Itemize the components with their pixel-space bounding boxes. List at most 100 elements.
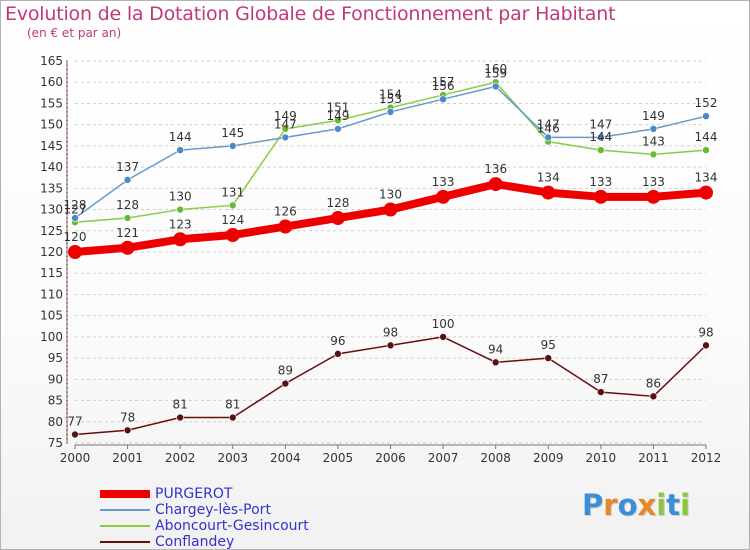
data-label-purgerot: 134 [695, 171, 718, 185]
data-label-conflandey: 98 [383, 325, 398, 339]
data-label-conflandey: 81 [173, 398, 188, 412]
data-label-aboncourt-gesincourt: 144 [695, 130, 718, 144]
data-label-aboncourt-gesincourt: 160 [484, 62, 507, 76]
data-label-aboncourt-gesincourt: 130 [169, 190, 192, 204]
logo-letter: o [617, 488, 638, 522]
data-point-conflandey [439, 333, 447, 341]
logo-letter: r [603, 488, 618, 522]
data-point-aboncourt-gesincourt [702, 146, 710, 154]
data-label-conflandey: 81 [225, 398, 240, 412]
data-label-conflandey: 77 [67, 415, 82, 429]
logo-letter: i [656, 488, 667, 522]
y-tick-label: 140 [40, 160, 63, 174]
y-tick-label: 135 [40, 181, 63, 195]
data-point-conflandey [281, 379, 290, 388]
x-tick-label: 2009 [533, 451, 564, 465]
data-point-chargey-l-s-port [334, 125, 342, 133]
logo-letter: i [680, 488, 691, 522]
data-point-chargey-l-s-port [71, 214, 79, 222]
data-label-chargey-l-s-port: 128 [64, 198, 87, 212]
y-tick-label: 130 [40, 203, 63, 217]
data-point-chargey-l-s-port [439, 95, 447, 103]
x-tick-label: 2000 [60, 451, 91, 465]
data-label-conflandey: 100 [432, 317, 455, 331]
legend-label-aboncourt: Aboncourt-Gesincourt [155, 518, 309, 534]
y-tick-label: 150 [40, 118, 63, 132]
data-point-purgerot [383, 202, 398, 217]
y-tick-label: 160 [40, 75, 63, 89]
data-label-chargey-l-s-port: 156 [432, 79, 455, 93]
data-label-aboncourt-gesincourt: 149 [274, 109, 297, 123]
x-tick-label: 2004 [270, 451, 301, 465]
data-point-chargey-l-s-port [491, 82, 500, 91]
y-tick-label: 120 [40, 245, 63, 259]
data-point-conflandey [123, 426, 132, 435]
data-label-aboncourt-gesincourt: 128 [116, 198, 139, 212]
legend-swatch-aboncourt [100, 525, 150, 527]
y-tick-label: 85 [48, 394, 63, 408]
data-point-conflandey [597, 388, 605, 396]
data-label-chargey-l-s-port: 152 [695, 96, 718, 110]
data-point-purgerot [120, 240, 135, 255]
data-point-conflandey [228, 413, 237, 422]
data-label-aboncourt-gesincourt: 154 [379, 88, 402, 102]
data-label-chargey-l-s-port: 137 [116, 160, 139, 174]
data-point-purgerot [436, 189, 451, 204]
data-point-chargey-l-s-port [281, 133, 290, 142]
y-tick-label: 95 [48, 351, 63, 365]
y-tick-label: 115 [40, 266, 63, 280]
data-point-aboncourt-gesincourt [281, 125, 290, 133]
data-point-chargey-l-s-port [544, 133, 553, 142]
legend-label-conflandey: Conflandey [155, 534, 235, 550]
data-point-aboncourt-gesincourt [597, 146, 605, 154]
x-tick-label: 2002 [165, 451, 196, 465]
y-tick-label: 145 [40, 139, 63, 153]
data-point-purgerot [225, 228, 240, 243]
data-point-aboncourt-gesincourt [649, 150, 658, 159]
data-label-chargey-l-s-port: 153 [379, 92, 402, 106]
data-label-purgerot: 133 [432, 175, 455, 189]
data-label-chargey-l-s-port: 145 [221, 126, 244, 140]
data-label-aboncourt-gesincourt: 146 [537, 122, 560, 136]
data-point-chargey-l-s-port [123, 176, 132, 184]
data-label-chargey-l-s-port: 147 [589, 117, 612, 131]
data-point-conflandey [176, 413, 184, 422]
data-point-purgerot [593, 189, 608, 204]
data-point-aboncourt-gesincourt [228, 201, 237, 210]
data-point-purgerot [330, 211, 345, 226]
y-tick-label: 155 [40, 96, 63, 110]
data-point-purgerot [278, 219, 293, 234]
x-tick-label: 2006 [375, 451, 406, 465]
data-label-conflandey: 89 [278, 364, 293, 378]
y-tick-label: 90 [48, 372, 63, 386]
data-label-chargey-l-s-port: 147 [537, 117, 560, 131]
data-point-conflandey [71, 430, 79, 439]
logo-letter: t [666, 488, 681, 522]
data-point-purgerot [541, 185, 556, 200]
y-tick-label: 100 [40, 330, 63, 344]
data-label-aboncourt-gesincourt: 151 [326, 100, 349, 114]
data-label-aboncourt-gesincourt: 157 [432, 75, 455, 89]
data-label-conflandey: 98 [698, 325, 713, 339]
chart-title: Evolution de la Dotation Globale de Fonc… [5, 3, 616, 25]
data-label-purgerot: 133 [642, 175, 665, 189]
legend-label-purgerot: PURGEROT [155, 486, 233, 502]
data-label-purgerot: 126 [274, 205, 297, 219]
data-label-conflandey: 94 [488, 342, 503, 356]
data-label-purgerot: 133 [589, 175, 612, 189]
data-label-conflandey: 95 [541, 338, 556, 352]
data-label-aboncourt-gesincourt: 144 [589, 130, 612, 144]
data-point-purgerot [68, 245, 82, 259]
y-tick-label: 80 [48, 415, 63, 429]
data-point-conflandey [544, 354, 553, 362]
y-tick-label: 75 [48, 436, 63, 450]
data-label-purgerot: 123 [169, 217, 192, 231]
data-point-purgerot [646, 189, 661, 204]
data-point-conflandey [649, 392, 658, 401]
legend-swatch-conflandey [100, 541, 150, 543]
data-label-chargey-l-s-port: 149 [642, 109, 665, 123]
legend-swatch-purgerot [100, 490, 150, 498]
